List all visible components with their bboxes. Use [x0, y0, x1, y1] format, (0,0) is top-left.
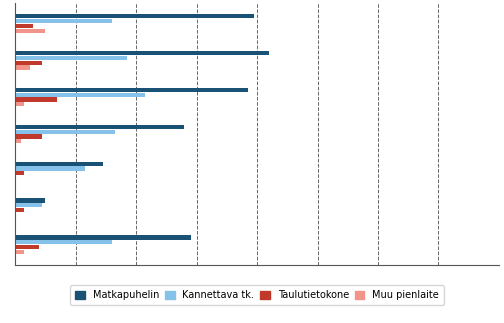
- Bar: [15, 134, 42, 139]
- Bar: [15, 19, 112, 23]
- Bar: [15, 93, 145, 97]
- Bar: [15, 28, 45, 33]
- Bar: [15, 166, 85, 171]
- Bar: [15, 51, 269, 55]
- Bar: [15, 61, 42, 65]
- Bar: [15, 125, 184, 129]
- Bar: [15, 56, 127, 60]
- Bar: [15, 245, 39, 249]
- Bar: [15, 171, 24, 175]
- Bar: [15, 98, 57, 102]
- Bar: [15, 88, 248, 92]
- Bar: [15, 198, 45, 203]
- Bar: [15, 203, 42, 207]
- Legend: Matkapuhelin, Kannettava tk., Taulutietokone, Muu pienlaite: Matkapuhelin, Kannettava tk., Taulutieto…: [70, 286, 444, 305]
- Bar: [15, 102, 24, 107]
- Bar: [15, 162, 103, 166]
- Bar: [15, 235, 191, 240]
- Bar: [15, 24, 33, 28]
- Bar: [15, 14, 254, 18]
- Bar: [15, 139, 21, 143]
- Bar: [15, 240, 112, 244]
- Bar: [15, 250, 24, 254]
- Bar: [15, 208, 24, 212]
- Bar: [15, 66, 30, 70]
- Bar: [15, 130, 115, 134]
